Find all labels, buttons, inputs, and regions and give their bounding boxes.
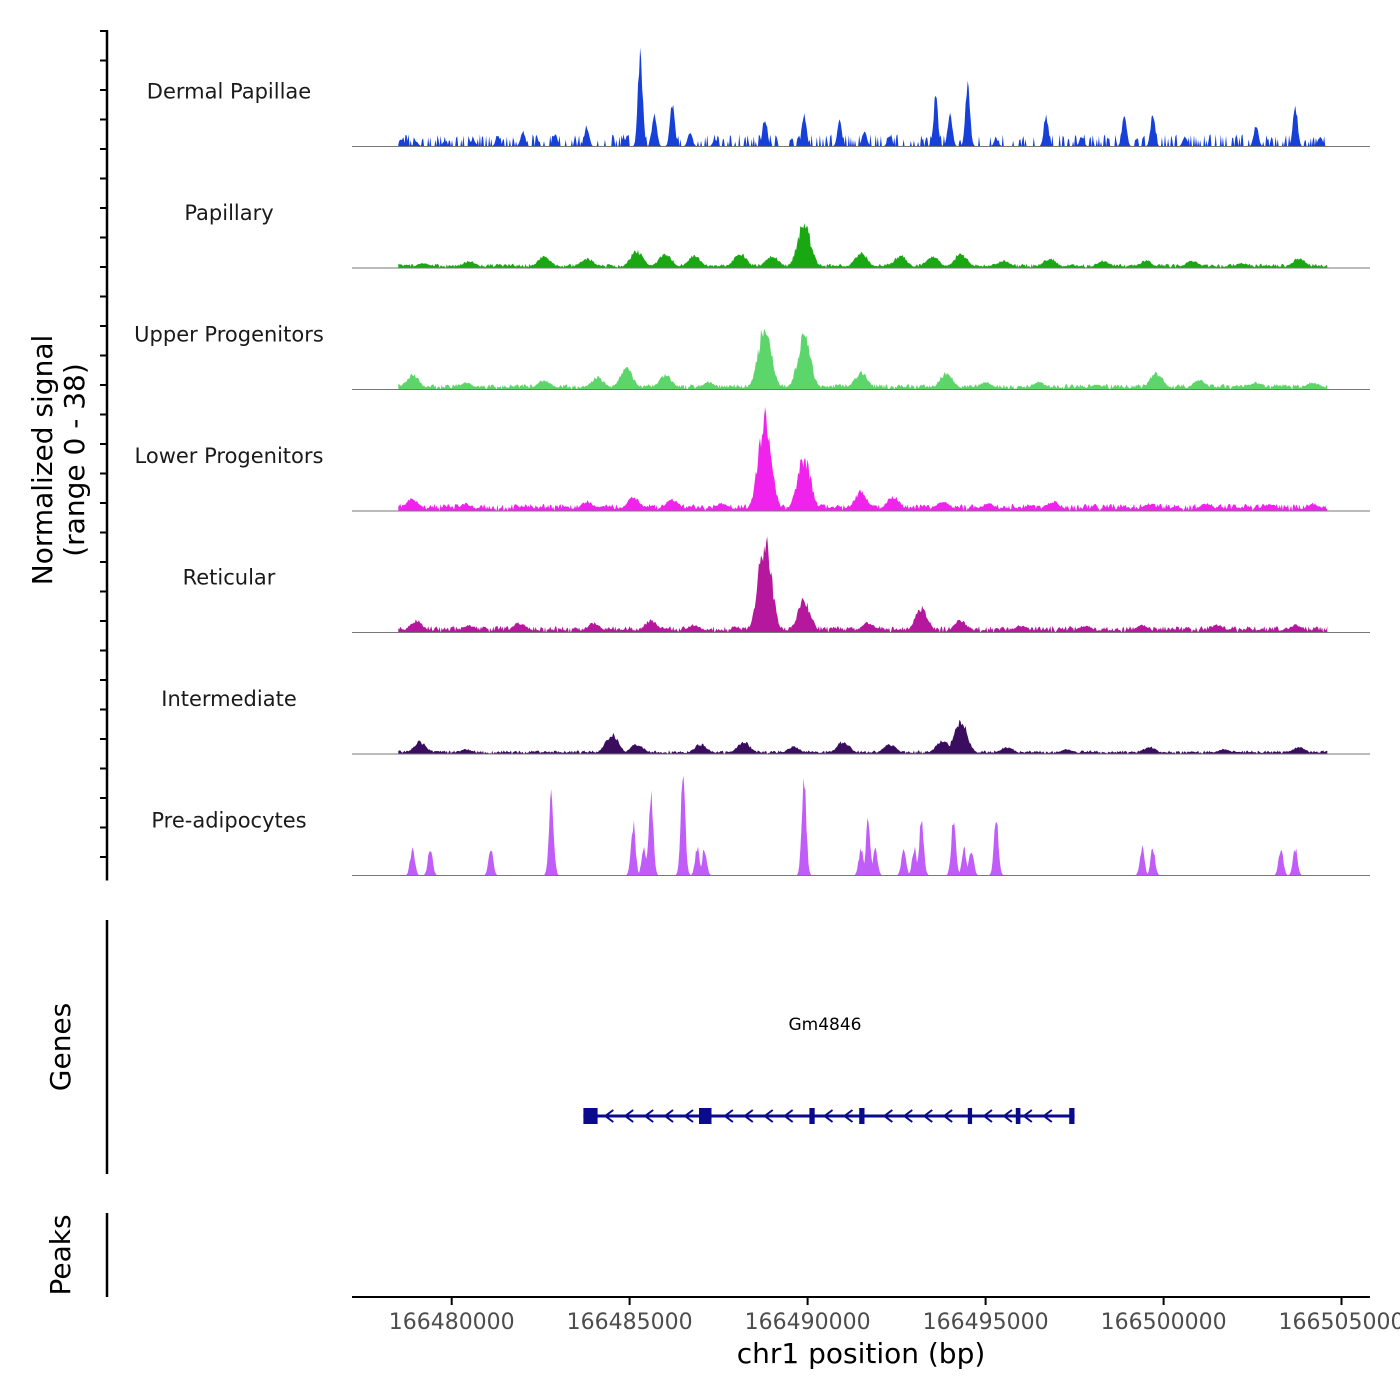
signal-area (398, 719, 1328, 754)
track-label: Reticular (183, 566, 276, 590)
strand-arrow (942, 1109, 953, 1123)
strand-arrow (1022, 1109, 1033, 1123)
strand-arrow (1002, 1109, 1013, 1123)
strand-arrow (763, 1109, 774, 1123)
track-label: Intermediate (161, 687, 297, 711)
signal-tracks: Dermal Papillae Papillary Upper Progenitor… (134, 47, 1370, 876)
signal-area (398, 223, 1328, 268)
track-pre-adipocytes: Pre-adipocytes (151, 775, 1370, 876)
track-reticular: Reticular (183, 536, 1370, 633)
signal-axis-title: Normalized signal (26, 335, 59, 586)
x-tick-label: 166490000 (745, 1310, 871, 1335)
signal-area (398, 406, 1328, 511)
strand-arrow (783, 1109, 794, 1123)
signal-area (398, 328, 1328, 390)
signal-y-axis (100, 30, 109, 881)
strand-arrow (902, 1109, 913, 1123)
strand-arrow (1042, 1109, 1053, 1123)
gene-name-label: Gm4846 (789, 1015, 862, 1035)
strand-arrow (723, 1109, 734, 1123)
strand-arrow (683, 1109, 694, 1123)
track-label: Upper Progenitors (134, 323, 324, 347)
signal-area (398, 47, 1328, 147)
signal-axis-range: (range 0 - 38) (58, 363, 91, 557)
gene-exon (809, 1108, 815, 1124)
track-label: Pre-adipocytes (151, 809, 306, 833)
x-tick-label: 166480000 (389, 1310, 515, 1335)
genes-track-title: Genes (44, 1003, 77, 1091)
track-dermal-papillae: Dermal Papillae (147, 47, 1370, 147)
gene-exon (967, 1108, 973, 1124)
x-tick-label: 166495000 (923, 1310, 1049, 1335)
strand-arrow (603, 1109, 614, 1123)
strand-arrow (842, 1109, 854, 1123)
strand-arrow (643, 1109, 654, 1123)
gene-exon (859, 1108, 865, 1124)
strand-arrow (882, 1109, 893, 1123)
strand-arrow (922, 1109, 933, 1123)
track-intermediate: Intermediate (161, 687, 1370, 755)
gene-exon (583, 1108, 598, 1124)
gene-exon (1015, 1108, 1021, 1124)
x-axis-title: chr1 position (bp) (737, 1337, 986, 1370)
strand-arrow (663, 1109, 674, 1123)
signal-area (398, 536, 1328, 633)
track-label: Lower Progenitors (135, 444, 324, 468)
x-tick-label: 166500000 (1101, 1310, 1227, 1335)
strand-arrow (623, 1109, 634, 1123)
strand-arrow (822, 1109, 834, 1123)
track-label: Papillary (184, 201, 273, 225)
track-upper-progenitors: Upper Progenitors (134, 323, 1370, 390)
track-papillary: Papillary (184, 201, 1370, 269)
x-tick-label: 166505000 (1279, 1310, 1400, 1335)
gene-model (583, 1108, 1075, 1124)
gene-exon (699, 1108, 712, 1124)
gene-exon (1069, 1108, 1075, 1124)
signal-area (398, 775, 1328, 876)
track-lower-progenitors: Lower Progenitors (135, 406, 1370, 512)
x-tick-label: 166485000 (567, 1310, 693, 1335)
strand-arrow (743, 1109, 754, 1123)
strand-arrow (982, 1109, 993, 1123)
x-axis: 166480000 166485000 166490000 166495000 1665… (389, 1297, 1400, 1335)
track-label: Dermal Papillae (147, 80, 311, 104)
peaks-track-title: Peaks (44, 1214, 77, 1295)
